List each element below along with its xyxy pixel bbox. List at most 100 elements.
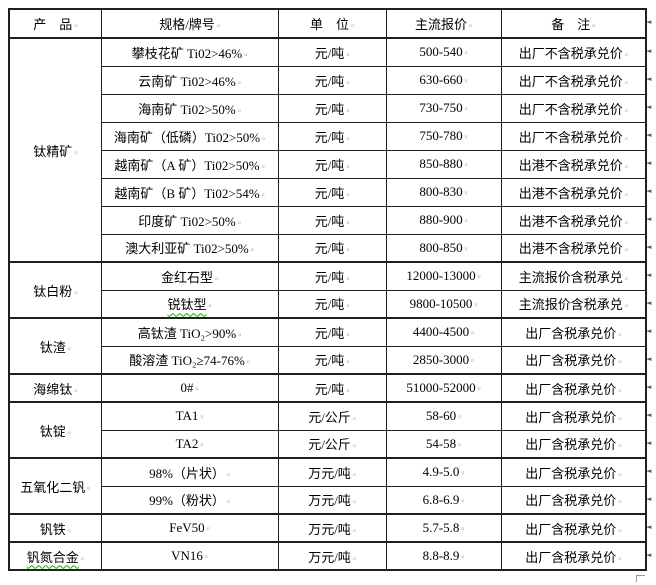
end-of-cell-mark: ¤ <box>346 360 350 367</box>
end-of-cell-mark: ¤ <box>624 80 628 87</box>
table-row: 越南矿（B 矿）Ti02>54% ¤ 元/吨 ¤ 800-830 ¤ 出港不含税承兑价 ¤ <box>9 177 647 207</box>
cell-text: 钛渣 <box>39 339 66 355</box>
table-row: 五氧化二钒 ¤ 98%（片状） ¤ 万元/吨 ¤ 4.9-5.0 ¤ 出厂含税承兑价 ¤ <box>8 457 647 515</box>
cell-text: 51000-52000 <box>406 380 476 395</box>
end-of-cell-mark: ¤ <box>237 80 241 87</box>
cell-text: TA2 <box>175 435 199 451</box>
price-cell: 12000-13000 ¤ <box>385 261 502 291</box>
price-cell: 850-880 ¤ <box>385 149 502 179</box>
cell-text: 出厂含税承兑价 <box>525 465 617 481</box>
table-row: 海绵钛 ¤ 0# ¤ 元/吨 ¤ 51000-52000 ¤ 出厂含税承兑价 ¤ <box>8 373 647 403</box>
cell-text: 高钛渣 TiO₂>90% <box>137 325 237 341</box>
end-of-cell-mark: ¤ <box>471 358 475 365</box>
cell-text: 500-540 <box>419 44 463 60</box>
cell-text: 酸溶渣 TiO₂≥74-76% <box>129 353 245 369</box>
end-of-cell-mark: ¤ <box>87 486 91 493</box>
cell-text: 元/吨 <box>314 241 345 257</box>
cell-text: 元/吨 <box>314 381 345 397</box>
cell-text: 钛精矿 <box>33 143 73 159</box>
table-resize-corner-mark <box>636 575 645 582</box>
end-of-cell-mark: ¤ <box>469 24 472 30</box>
end-of-cell-mark: ¤ <box>624 220 628 227</box>
spec-cell: 0# ¤ <box>100 373 279 403</box>
end-of-cell-mark: ¤ <box>618 472 622 479</box>
price-cell: 2850-3000 ¤ <box>385 345 502 375</box>
row-end-mark: ◄ <box>646 466 652 475</box>
spec-cell: 越南矿（B 矿）Ti02>54% ¤ <box>100 177 279 207</box>
cell-text: 元/公斤 <box>308 409 351 425</box>
spec-cell: 越南矿（A 矿）Ti02>50% ¤ <box>100 149 279 179</box>
unit-cell: 元/吨 ¤ <box>277 37 387 67</box>
end-of-cell-mark: ¤ <box>624 164 628 171</box>
note-cell: 出港不含税承兑价 ¤ <box>500 205 647 235</box>
cell-text: 越南矿（A 矿）Ti02>50% <box>114 157 260 173</box>
note-cell: 出厂含税承兑价 ¤ <box>500 485 647 515</box>
row-mark-slot: ◄ <box>646 149 651 177</box>
row-end-mark: ◄ <box>646 18 652 26</box>
cell-text: 印度矿 Ti02>50% <box>138 213 236 229</box>
price-cell: 51000-52000 ¤ <box>385 373 502 403</box>
header-label: 备 注 <box>551 17 591 32</box>
table-row: 海南矿 Ti02>50% ¤ 元/吨 ¤ 730-750 ¤ 出厂不含税承兑价 ¤ <box>9 93 647 123</box>
cell-text: 元/吨 <box>314 73 345 89</box>
price-cell: 4.9-5.0 ¤ <box>385 457 502 487</box>
cell-text: 出厂含税承兑价 <box>525 549 617 565</box>
end-of-cell-mark: ¤ <box>346 220 350 227</box>
end-of-cell-mark: ¤ <box>624 136 628 143</box>
cell-text: 4400-4500 <box>412 324 470 340</box>
cell-text: 澳大利亚矿 Ti02>50% <box>125 241 249 257</box>
unit-cell: 万元/吨 ¤ <box>277 457 387 487</box>
row-mark-slot: ◄ <box>646 289 651 317</box>
spec-cell: TA1 ¤ <box>100 401 279 431</box>
row-mark-slot: ◄ <box>646 93 651 121</box>
row-end-mark: ◄ <box>646 298 652 307</box>
cell-text: 880-900 <box>419 212 463 227</box>
table-row: 海南矿（低磷）Ti02>50% ¤ 元/吨 ¤ 750-780 ¤ 出厂不含税承兑价 ¤ <box>9 121 647 151</box>
price-cell: 730-750 ¤ <box>385 93 502 123</box>
row-end-mark: ◄ <box>646 410 652 419</box>
cell-text: 海南矿 Ti02>50% <box>138 101 236 117</box>
cell-text: 元/吨 <box>314 45 345 61</box>
table-row: 钒铁 ¤ FeV50 ¤ 万元/吨 ¤ 5.7-5.8 ¤ 出厂含税承兑价 ¤ <box>8 513 647 543</box>
note-cell: 主流报价含税承兑 ¤ <box>500 289 647 319</box>
table-row: 钛锭 ¤ TA1 ¤ 元/公斤 ¤ 58-60 ¤ 出厂含税承兑价 ¤ <box>8 401 647 459</box>
note-cell: 出厂不含税承兑价 ¤ <box>500 121 647 151</box>
price-cell: 5.7-5.8 ¤ <box>385 513 502 543</box>
row-end-mark: ◄ <box>646 522 652 531</box>
end-of-cell-mark: ¤ <box>216 24 220 30</box>
product-cell: 钒铁 ¤ <box>8 513 102 543</box>
cell-text: 越南矿（B 矿）Ti02>54% <box>114 185 260 201</box>
end-of-cell-mark: ¤ <box>461 555 465 561</box>
price-cell: 9800-10500 ¤ <box>385 289 502 319</box>
cell-text: 元/吨 <box>314 325 345 341</box>
end-of-cell-mark: ¤ <box>346 108 350 115</box>
end-of-cell-mark: ¤ <box>80 556 84 563</box>
end-of-cell-mark: ¤ <box>624 304 628 311</box>
cell-text: 出港不含税承兑价 <box>518 157 623 173</box>
note-cell: 出厂含税承兑价 ¤ <box>500 457 647 487</box>
cell-text: VN16 <box>171 548 203 563</box>
spec-cell: 99%（粉状） ¤ <box>100 485 279 515</box>
end-of-cell-mark: ¤ <box>346 80 350 87</box>
unit-cell: 元/吨 ¤ <box>277 65 387 95</box>
spec-cell: 金红石型 ¤ <box>100 261 279 291</box>
end-of-cell-mark: ¤ <box>464 79 468 85</box>
cell-text: 9800-10500 <box>409 295 473 311</box>
note-cell: 出港不含税承兑价 ¤ <box>500 233 647 263</box>
row-end-mark: ◄ <box>646 270 652 279</box>
end-of-cell-mark: ¤ <box>471 331 475 338</box>
cell-text: 钛锭 <box>39 423 66 439</box>
product-cell: 钛锭 ¤ <box>8 401 102 459</box>
end-of-cell-mark: ¤ <box>67 346 71 353</box>
spec-cell: VN16 ¤ <box>100 541 279 571</box>
price-cell: 58-60 ¤ <box>385 401 502 431</box>
end-of-cell-mark: ¤ <box>618 444 622 451</box>
row-mark-slot: ◄ <box>646 513 651 541</box>
product-cell: 五氧化二钒 ¤ <box>8 457 102 515</box>
spec-cell: 98%（片状） ¤ <box>100 457 279 487</box>
cell-text: 钛白粉 <box>33 283 73 299</box>
header-label: 单 位 <box>309 17 349 32</box>
row-mark-slot: ◄ <box>646 121 651 149</box>
row-end-mark: ◄ <box>646 130 652 139</box>
cell-text: 万元/吨 <box>308 493 351 509</box>
